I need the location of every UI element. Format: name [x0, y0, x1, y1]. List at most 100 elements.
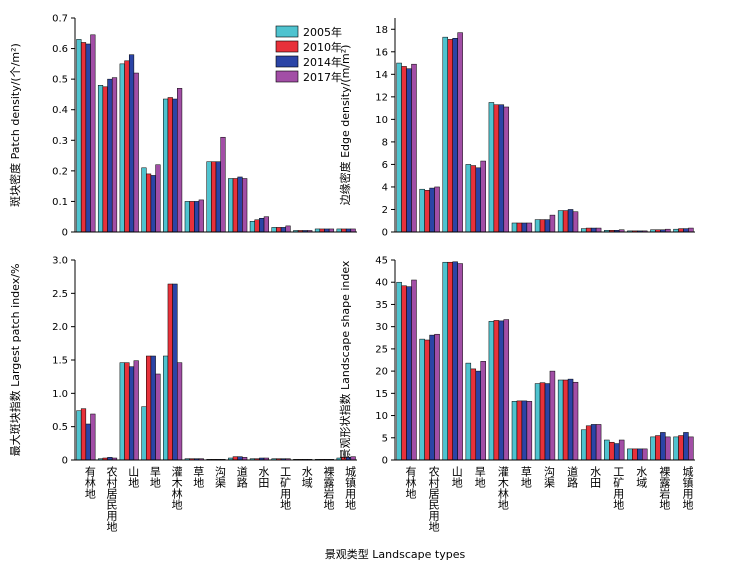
bar — [604, 439, 610, 461]
bar — [650, 436, 656, 461]
bar — [90, 413, 96, 461]
bar — [167, 283, 173, 461]
bar — [475, 167, 481, 233]
bar — [111, 77, 118, 233]
bar — [660, 432, 666, 461]
bar — [683, 432, 689, 461]
bar — [237, 176, 243, 233]
x-tick-label: 沟渠 — [543, 466, 556, 489]
bar — [215, 161, 221, 233]
bar — [447, 39, 453, 233]
bar — [534, 383, 541, 461]
bar — [271, 227, 277, 233]
bar — [595, 424, 602, 461]
x-tick-label: 草地 — [192, 466, 205, 488]
bar — [534, 219, 541, 233]
x-tick-label: 旱地 — [473, 466, 486, 488]
bar — [493, 104, 500, 233]
y-tick-label: 1.0 — [52, 389, 68, 400]
bar — [280, 227, 286, 233]
y-tick-label: 0 — [382, 456, 388, 467]
y-tick-label: 2.0 — [52, 322, 68, 333]
y-tick-label: 40 — [375, 278, 388, 289]
chart-panel-1: 斑块密度 Patch density/(个/m²) 0 0.1 0.2 0.3 0.4 0.… — [8, 14, 357, 239]
bar — [424, 190, 430, 233]
x-tick-label: 山地 — [127, 466, 140, 488]
bar — [232, 178, 238, 233]
bar — [211, 161, 217, 233]
bar — [285, 225, 291, 233]
bar — [470, 165, 477, 233]
x-tick-label: 草地 — [519, 466, 532, 488]
x-tick-label: 水域 — [635, 466, 648, 488]
bar — [401, 66, 407, 233]
y-tick-label: 0.2 — [52, 166, 68, 177]
y-tick-label: 8 — [382, 137, 388, 148]
legend-swatch — [275, 70, 299, 83]
y-tick-label: 5 — [382, 433, 388, 444]
y-tick-label: 0.5 — [52, 422, 68, 433]
bar — [442, 261, 448, 461]
x-tick-label: 裸露岩地 — [658, 465, 671, 510]
bar — [475, 370, 481, 461]
bar — [688, 436, 694, 461]
x-tick-label: 城镇用地 — [681, 466, 694, 510]
bar — [590, 227, 597, 233]
x-tick-label: 灌木林地 — [170, 466, 183, 510]
bar — [396, 62, 402, 233]
x-tick-label: 农村居民用地 — [105, 465, 118, 532]
bar — [124, 60, 130, 233]
bar — [665, 436, 671, 461]
bar — [544, 383, 551, 461]
bar — [429, 187, 435, 233]
bar — [406, 68, 412, 233]
bar — [549, 214, 556, 233]
bar — [452, 261, 458, 461]
x-tick-label: 沟渠 — [214, 466, 227, 489]
bar — [442, 36, 448, 233]
bar — [119, 63, 125, 233]
x-tick-label: 有林地 — [404, 465, 417, 499]
y-tick-label: 10 — [375, 411, 388, 422]
bar — [128, 366, 135, 461]
bar — [128, 54, 135, 233]
bar — [90, 34, 96, 233]
bar — [419, 188, 425, 233]
y-tick-label: 2 — [382, 205, 388, 216]
bar — [627, 448, 633, 461]
x-tick-label: 道路 — [235, 465, 248, 489]
bar — [521, 400, 528, 461]
bar — [76, 410, 82, 461]
bar — [155, 373, 161, 461]
bar — [80, 408, 87, 461]
bar — [678, 435, 684, 461]
bar — [259, 217, 265, 233]
y-tick-label: 0.6 — [52, 44, 68, 55]
bar — [503, 106, 510, 233]
x-tick-label: 工矿用地 — [612, 466, 625, 510]
bar — [562, 379, 569, 461]
x-tick-label: 山地 — [450, 466, 463, 488]
bar — [97, 85, 104, 233]
bar — [124, 362, 130, 461]
bar — [655, 435, 661, 461]
bar — [521, 222, 528, 233]
figure-xlabel: 景观类型 Landscape types — [325, 547, 466, 561]
y-tick-label: 16 — [375, 47, 388, 58]
bar — [189, 201, 195, 233]
y-tick-label: 0.4 — [52, 105, 68, 116]
bar — [567, 209, 574, 233]
bar — [465, 362, 472, 461]
bar — [411, 279, 417, 461]
y-tick-label: 18 — [375, 25, 388, 36]
y-tick-label: 6 — [382, 160, 388, 171]
bar — [150, 355, 156, 461]
bar — [406, 286, 412, 461]
bar — [526, 222, 533, 233]
bar — [167, 97, 173, 233]
y-axis-label: 最大斑块指数 Largest patch index/% — [8, 264, 22, 457]
bar — [146, 355, 152, 461]
bar — [80, 42, 87, 233]
bar — [683, 228, 689, 233]
